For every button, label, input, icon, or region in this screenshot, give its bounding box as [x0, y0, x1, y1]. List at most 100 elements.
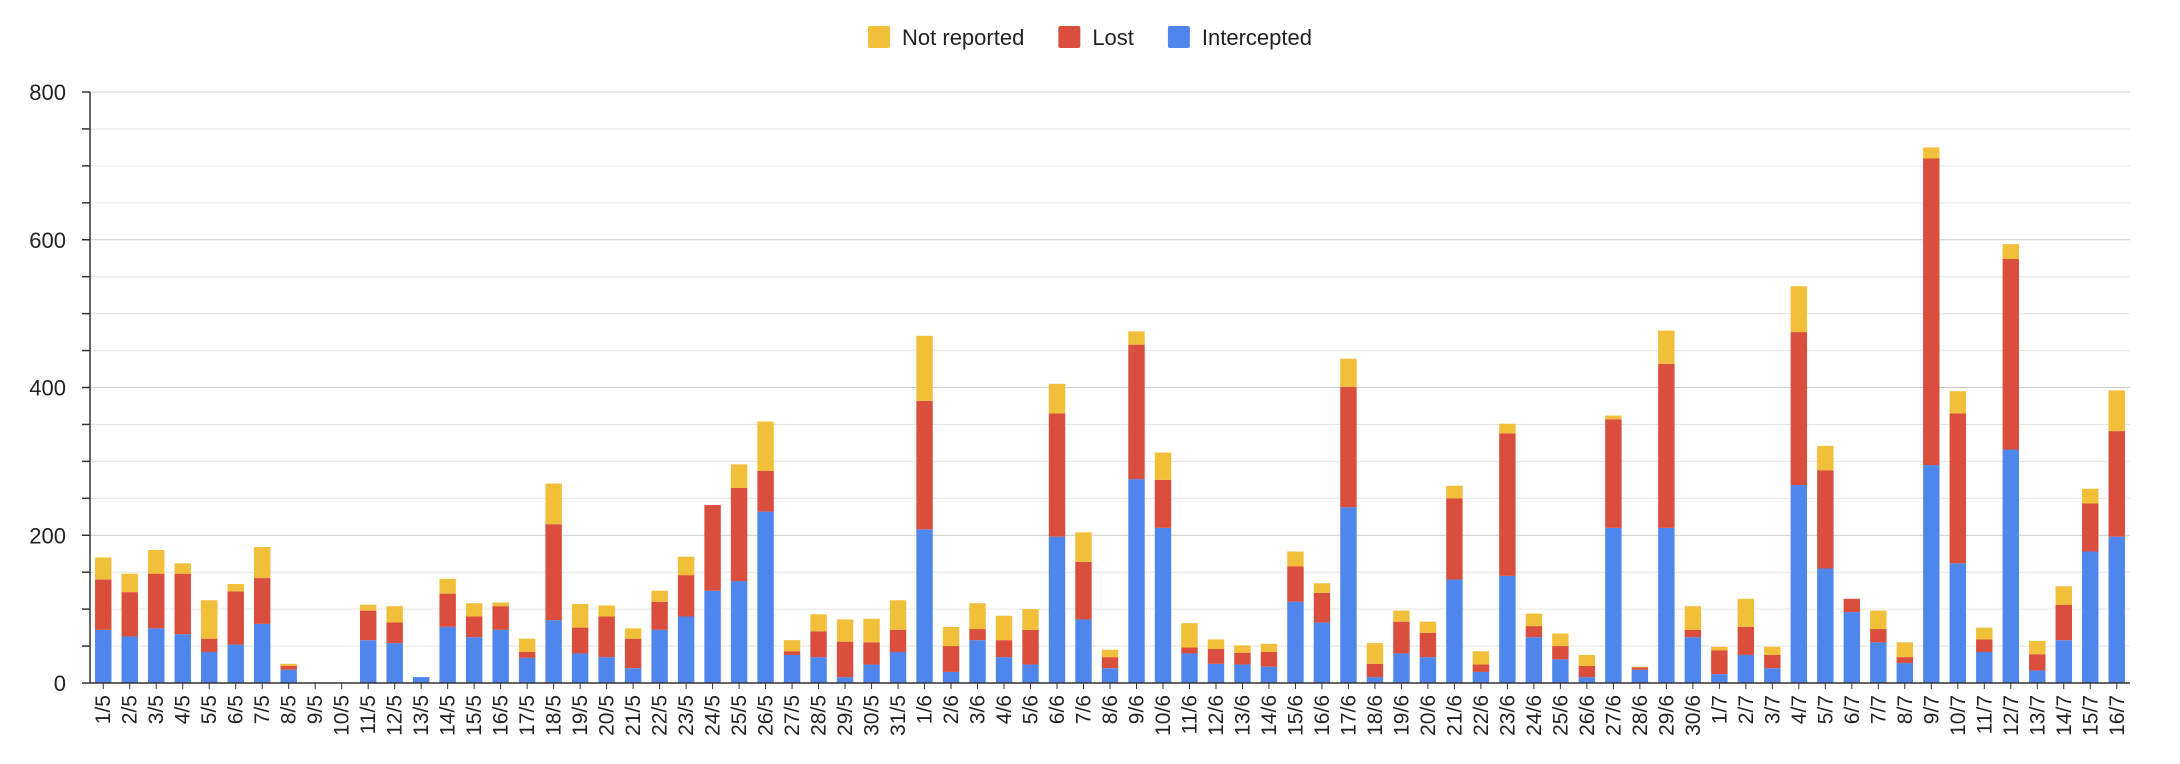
x-tick-label: 28/6	[1629, 695, 1652, 736]
x-tick-label: 9/6	[1125, 695, 1148, 724]
x-tick-label: 6/7	[1841, 695, 1864, 724]
x-tick-label: 15/6	[1284, 695, 1307, 736]
x-tick-label: 14/5	[437, 695, 460, 736]
bar-not-reported-2-7	[1737, 598, 1755, 627]
bar-lost-16-6	[1313, 592, 1331, 623]
bar-not-reported-1-5	[95, 557, 112, 580]
bar-intercepted-12-6	[1207, 663, 1225, 683]
x-tick-label: 2/6	[940, 695, 963, 724]
bar-lost-26-6	[1578, 666, 1596, 678]
bar-intercepted-27-5	[783, 654, 801, 683]
bar-not-reported-16-7	[2108, 390, 2125, 432]
bar-lost-29-6	[1658, 363, 1675, 528]
bar-intercepted-25-5	[730, 581, 748, 683]
x-tick-label: 9/7	[1920, 695, 1943, 724]
bar-intercepted-2-7	[1737, 654, 1755, 683]
bar-not-reported-13-7	[2029, 640, 2046, 655]
bar-not-reported-21-5	[624, 628, 642, 639]
bar-not-reported-9-6	[1128, 331, 1145, 345]
bar-lost-18-6	[1366, 663, 1384, 678]
bar-lost-23-6	[1499, 433, 1516, 576]
bar-lost-14-7	[2055, 604, 2072, 641]
bar-intercepted-1-7	[1711, 674, 1728, 683]
bar-intercepted-21-5	[624, 668, 642, 683]
bar-intercepted-24-6	[1525, 637, 1543, 683]
x-tick-label: 18/5	[543, 695, 566, 736]
bar-not-reported-18-6	[1366, 643, 1384, 664]
bar-lost-25-5	[730, 487, 748, 582]
x-tick-label: 4/6	[993, 695, 1016, 724]
x-tick-label: 5/6	[1020, 695, 1043, 724]
bar-lost-2-5	[121, 592, 138, 637]
bar-intercepted-1-6	[916, 529, 933, 683]
bar-intercepted-26-5	[757, 511, 774, 683]
bar-lost-8-5	[280, 666, 297, 670]
x-tick-label: 10/7	[1947, 695, 1970, 736]
x-tick-label: 6/5	[225, 695, 248, 724]
bar-not-reported-15-5	[465, 603, 483, 617]
x-tick-label: 22/5	[649, 695, 672, 736]
bar-lost-1-6	[916, 400, 933, 530]
bar-intercepted-11-7	[1976, 651, 1993, 683]
bar-lost-12-6	[1207, 649, 1225, 664]
bar-not-reported-26-6	[1578, 654, 1596, 667]
legend-label-not-reported: Not reported	[902, 25, 1024, 50]
bar-lost-27-5	[783, 651, 801, 655]
x-tick-label: 25/5	[728, 695, 751, 736]
bar-not-reported-12-7	[2002, 244, 2019, 259]
bar-lost-30-5	[863, 642, 880, 665]
bar-intercepted-29-6	[1658, 527, 1675, 683]
bar-not-reported-1-6	[916, 335, 933, 401]
bar-intercepted-26-6	[1578, 677, 1596, 683]
legend-label-lost: Lost	[1092, 25, 1134, 50]
bars	[95, 147, 2125, 683]
x-tick-label: 26/6	[1576, 695, 1599, 736]
bar-intercepted-30-5	[863, 664, 880, 683]
bar-intercepted-14-5	[439, 626, 456, 683]
x-tick-label: 20/5	[596, 695, 619, 736]
x-tick-label: 27/6	[1602, 695, 1625, 736]
x-tick-label: 1/7	[1708, 695, 1731, 724]
bar-lost-8-6	[1101, 657, 1119, 669]
bar-lost-18-5	[545, 524, 562, 621]
bar-intercepted-17-6	[1340, 507, 1357, 683]
x-tick-label: 18/6	[1364, 695, 1387, 736]
bar-not-reported-27-6	[1605, 415, 1622, 420]
bar-lost-5-6	[1022, 629, 1039, 665]
x-tick-label: 3/7	[1761, 695, 1784, 724]
bar-intercepted-9-6	[1128, 479, 1145, 683]
x-tick-label: 24/5	[702, 695, 725, 736]
bar-not-reported-20-5	[598, 605, 615, 617]
bar-lost-4-5	[174, 573, 191, 635]
bar-not-reported-17-6	[1340, 358, 1357, 387]
bar-lost-22-5	[651, 601, 668, 630]
bar-not-reported-14-6	[1260, 643, 1278, 652]
bar-intercepted-3-7	[1764, 668, 1781, 683]
bar-intercepted-3-6	[969, 640, 986, 683]
y-tick-label: 400	[29, 376, 66, 401]
x-tick-label: 29/5	[834, 695, 857, 736]
bar-lost-7-7	[1870, 629, 1887, 643]
bar-not-reported-11-5	[359, 604, 377, 611]
bar-lost-17-5	[518, 651, 536, 658]
legend-swatch-not-reported	[868, 26, 891, 48]
bar-not-reported-8-7	[1896, 642, 1914, 658]
bar-not-reported-7-6	[1075, 532, 1092, 562]
bar-not-reported-8-6	[1101, 649, 1119, 658]
bar-lost-24-6	[1525, 626, 1543, 638]
bar-intercepted-31-5	[889, 651, 907, 683]
bar-intercepted-10-6	[1154, 527, 1172, 683]
bar-lost-16-5	[492, 606, 509, 630]
bar-lost-1-5	[95, 579, 112, 630]
bar-intercepted-4-5	[174, 634, 191, 683]
bar-intercepted-29-5	[836, 677, 854, 683]
x-tick-label: 31/5	[887, 695, 910, 736]
bar-not-reported-23-6	[1499, 423, 1516, 434]
bar-not-reported-12-5	[386, 606, 403, 623]
x-tick-label: 3/5	[145, 695, 168, 724]
x-tick-label: 2/7	[1735, 695, 1758, 724]
bar-lost-9-7	[1923, 158, 1940, 466]
bar-lost-3-5	[148, 573, 165, 629]
bar-lost-6-5	[227, 591, 244, 645]
bar-not-reported-14-5	[439, 578, 456, 594]
